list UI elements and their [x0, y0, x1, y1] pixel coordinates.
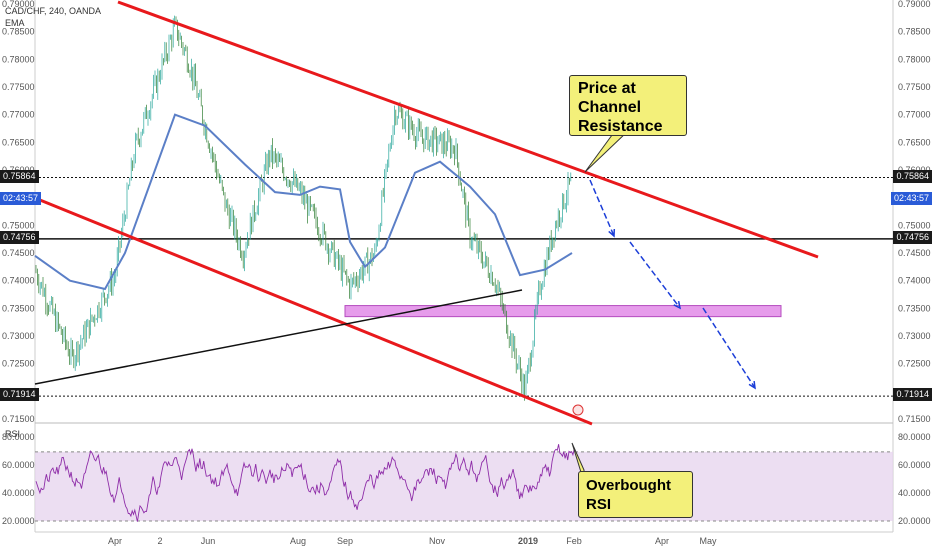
- price-tick-right: 0.71500: [898, 414, 931, 424]
- candles: [35, 15, 572, 401]
- price-tick-right: 0.79000: [898, 0, 931, 9]
- rsi-tick-left: 20.0000: [2, 516, 35, 526]
- timer-tag-left: 02:43:57: [0, 192, 42, 205]
- level-tag-left: 0.74756: [0, 231, 39, 244]
- price-tick-left: 0.74500: [2, 248, 35, 258]
- rsi-axis: 80.0000 80.0000 60.0000 60.0000 40.0000 40.00…: [2, 432, 931, 526]
- arrow-head-icon: [748, 380, 756, 390]
- callout-line: Channel: [578, 99, 642, 116]
- resistance-callout: Price at Channel Resistance: [569, 75, 687, 136]
- callout-line: Price at: [578, 80, 636, 97]
- rsi-tick-left: 60.0000: [2, 460, 35, 470]
- ema-line: [34, 113, 573, 291]
- resistance-callout-pointer: [584, 130, 630, 173]
- grid: [34, 0, 894, 533]
- price-tick-left: 0.73500: [2, 303, 35, 313]
- time-tick: 2019: [518, 536, 538, 546]
- rsi-label: RSI: [5, 429, 21, 439]
- rsi-tick-right: 40.0000: [898, 488, 931, 498]
- signal-marker: [572, 404, 584, 416]
- rsi-tick-right: 20.0000: [898, 516, 931, 526]
- trendline: [34, 289, 523, 385]
- price-tick-right: 0.76500: [898, 137, 931, 147]
- rsi-callout: Overbought RSI: [578, 471, 693, 518]
- price-axis: 0.79000 0.79000 0.78500 0.78500 0.78000 0.780…: [2, 0, 931, 424]
- price-tick-right: 0.74000: [898, 276, 931, 286]
- price-tick-left: 0.79000: [2, 0, 35, 9]
- arrow-head-icon: [673, 300, 682, 310]
- price-tick-left: 0.74000: [2, 276, 35, 286]
- price-tick-left: 0.75000: [2, 220, 35, 230]
- price-tick-right: 0.73000: [898, 331, 931, 341]
- price-tick-left: 0.76500: [2, 137, 35, 147]
- ema-label: EMA: [5, 18, 25, 28]
- time-tick: 2: [157, 536, 162, 546]
- horizontal-levels: [35, 177, 893, 397]
- price-tick-right: 0.74500: [898, 248, 931, 258]
- support-tag-left: 0.71914: [0, 388, 39, 401]
- price-tick-left: 0.73000: [2, 331, 35, 341]
- callout-line: Overbought: [586, 477, 671, 494]
- projection-segment: [629, 241, 681, 309]
- rsi-tick-left: 80.0000: [2, 432, 35, 442]
- price-tick-right: 0.78500: [898, 27, 931, 37]
- support-zone: [344, 305, 782, 318]
- symbol-title: CAD/CHF, 240, OANDA: [5, 6, 102, 16]
- time-tick: Apr: [655, 536, 669, 546]
- rsi-panel: [35, 444, 893, 522]
- price-tick-left: 0.77000: [2, 110, 35, 120]
- time-tick: Jun: [201, 536, 216, 546]
- rsi-band: [35, 451, 893, 521]
- projection-segment: [702, 307, 756, 389]
- callout-line: Resistance: [578, 118, 663, 135]
- time-tick: Nov: [429, 536, 446, 546]
- time-tick: Feb: [566, 536, 582, 546]
- lower-channel-line: [34, 196, 593, 426]
- price-tick-left: 0.78000: [2, 54, 35, 64]
- arrow-head-icon: [608, 228, 616, 238]
- price-tick-right: 0.72500: [898, 359, 931, 369]
- channel-lines: [34, 0, 819, 426]
- price-tick-left: 0.72500: [2, 359, 35, 369]
- price-tick-left: 0.71500: [2, 414, 35, 424]
- time-tick: Aug: [290, 536, 306, 546]
- rsi-line: [35, 444, 575, 522]
- price-tick-right: 0.77000: [898, 110, 931, 120]
- rsi-tick-left: 40.0000: [2, 488, 35, 498]
- price-tick-left: 0.77500: [2, 82, 35, 92]
- support-tag-right: 0.71914: [893, 388, 932, 401]
- price-tick-right: 0.78000: [898, 54, 931, 64]
- price-tick-right: 0.73500: [898, 303, 931, 313]
- level-tag-right: 0.74756: [893, 231, 932, 244]
- price-tick-right: 0.77500: [898, 82, 931, 92]
- rsi-tick-right: 60.0000: [898, 460, 931, 470]
- price-tick-left: 0.78500: [2, 27, 35, 37]
- time-tick: May: [699, 536, 717, 546]
- time-tick: Apr: [108, 536, 122, 546]
- projection-arrows: [589, 179, 756, 390]
- price-tag-right: 0.75864: [893, 170, 932, 183]
- projection-segment: [589, 179, 615, 237]
- rsi-tick-right: 80.0000: [898, 432, 931, 442]
- upper-channel-line: [117, 0, 819, 259]
- time-tick: Sep: [337, 536, 353, 546]
- price-tag-left: 0.75864: [0, 170, 39, 183]
- timer-tag-right: 02:43:57: [890, 192, 932, 205]
- callout-line: RSI: [586, 496, 612, 513]
- time-axis: Apr 2 Jun Aug Sep Nov 2019 Feb Apr May: [108, 536, 717, 546]
- price-tick-right: 0.75000: [898, 220, 931, 230]
